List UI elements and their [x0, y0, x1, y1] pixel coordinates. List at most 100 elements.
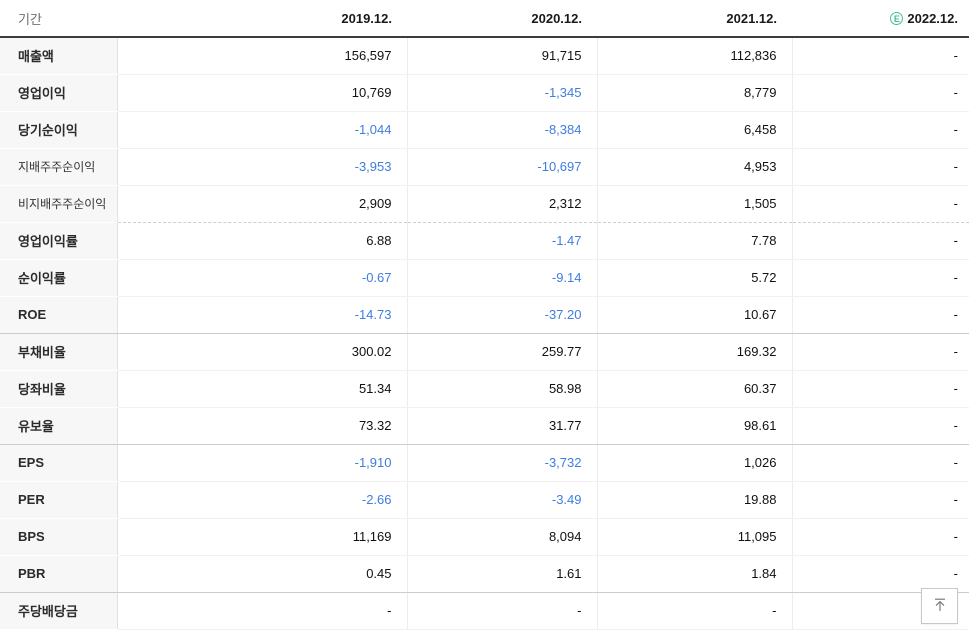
cell-value: 11,169	[117, 518, 407, 556]
cell-value: -	[596, 592, 792, 630]
cell-value: 91,715	[406, 37, 597, 75]
table-row: PBR 0.45 1.61 1.84-	[0, 555, 969, 593]
cell-value: 11,095	[596, 518, 792, 556]
cell-value: 31.77	[406, 407, 597, 445]
row-label: 부채비율	[0, 333, 118, 371]
table-row: 영업이익률 6.88 -1.47 7.78-	[0, 222, 969, 260]
cell-value: -	[791, 370, 969, 408]
cell-value: 10.67	[596, 296, 792, 334]
cell-value: 1,505	[596, 185, 792, 223]
row-label: 당좌비율	[0, 370, 118, 408]
cell-value: -3,732	[406, 444, 597, 482]
row-label: 영업이익률	[0, 222, 118, 260]
cell-value: -	[791, 37, 969, 75]
cell-value: -	[406, 592, 597, 630]
cell-value: -0.67	[117, 259, 407, 297]
year-header-2022-label: 2022.12.	[907, 10, 958, 26]
table-row: EPS -1,910 -3,732 1,026-	[0, 444, 969, 482]
cell-value: -1,044	[117, 111, 407, 149]
year-header-2022: E 2022.12.	[792, 0, 969, 38]
cell-value: -3,953	[117, 148, 407, 186]
cell-value: 2,312	[406, 185, 597, 223]
cell-value: 58.98	[406, 370, 597, 408]
cell-value: 10,769	[117, 74, 407, 112]
cell-value: 8,094	[406, 518, 597, 556]
table-row: 부채비율 300.02 259.77 169.32-	[0, 333, 969, 371]
cell-value: -	[791, 74, 969, 112]
row-label: ROE	[0, 296, 118, 334]
table-row: 매출액 156,597 91,715 112,836-	[0, 37, 969, 75]
cell-value: 112,836	[596, 37, 792, 75]
cell-value: -9.14	[406, 259, 597, 297]
table-row: 순이익률 -0.67 -9.14 5.72-	[0, 259, 969, 297]
row-label: 유보율	[0, 407, 118, 445]
row-label: EPS	[0, 444, 118, 482]
cell-value: 5.72	[596, 259, 792, 297]
cell-value: -2.66	[117, 481, 407, 519]
cell-value: 51.34	[117, 370, 407, 408]
cell-value: 1.61	[406, 555, 597, 593]
year-header-2019: 2019.12.	[117, 0, 407, 38]
year-header-2021: 2021.12.	[597, 0, 792, 38]
cell-value: -37.20	[406, 296, 597, 334]
table-header-row: 기간 2019.12. 2020.12. 2021.12. E 2022.12.	[0, 0, 969, 38]
table-row: PER -2.66 -3.49 19.88-	[0, 481, 969, 519]
cell-value: 98.61	[596, 407, 792, 445]
cell-value: -3.49	[406, 481, 597, 519]
cell-value: 8,779	[596, 74, 792, 112]
row-label: 지배주주순이익	[0, 148, 118, 186]
cell-value: 7.78	[596, 222, 792, 260]
cell-value: -	[791, 518, 969, 556]
row-label: 매출액	[0, 37, 118, 75]
row-label: PER	[0, 481, 118, 519]
cell-value: -	[791, 481, 969, 519]
cell-value: 19.88	[596, 481, 792, 519]
cell-value: -	[791, 259, 969, 297]
scroll-to-top-button[interactable]	[921, 588, 958, 624]
cell-value: -	[791, 296, 969, 334]
cell-value: -1,910	[117, 444, 407, 482]
cell-value: -	[791, 111, 969, 149]
row-label: 영업이익	[0, 74, 118, 112]
cell-value: -	[791, 555, 969, 593]
cell-value: -	[117, 592, 407, 630]
year-header-2020: 2020.12.	[407, 0, 597, 38]
cell-value: 1,026	[596, 444, 792, 482]
table-row: 비지배주주순이익 2,909 2,312 1,505-	[0, 185, 969, 223]
cell-value: 300.02	[117, 333, 407, 371]
table-row: 당기순이익 -1,044 -8,384 6,458-	[0, 111, 969, 149]
financial-table-body: 매출액 156,597 91,715 112,836- 영업이익 10,769 -1,345…	[0, 37, 969, 630]
cell-value: 259.77	[406, 333, 597, 371]
cell-value: 156,597	[117, 37, 407, 75]
table-row: 영업이익 10,769 -1,345 8,779-	[0, 74, 969, 112]
arrow-up-to-bar-icon	[931, 596, 949, 617]
row-label: 비지배주주순이익	[0, 185, 118, 223]
cell-value: 4,953	[596, 148, 792, 186]
cell-value: 60.37	[596, 370, 792, 408]
row-label: PBR	[0, 555, 118, 593]
cell-value: 0.45	[117, 555, 407, 593]
cell-value: -	[791, 185, 969, 223]
cell-value: -10,697	[406, 148, 597, 186]
table-row: 유보율 73.32 31.77 98.61-	[0, 407, 969, 445]
cell-value: -	[791, 222, 969, 260]
cell-value: -	[791, 444, 969, 482]
cell-value: -8,384	[406, 111, 597, 149]
period-header: 기간	[0, 0, 117, 38]
row-label: 주당배당금	[0, 592, 118, 630]
table-row: 주당배당금----	[0, 592, 969, 630]
table-row: 지배주주순이익 -3,953 -10,697 4,953-	[0, 148, 969, 186]
row-label: 당기순이익	[0, 111, 118, 149]
cell-value: 1.84	[596, 555, 792, 593]
cell-value: 73.32	[117, 407, 407, 445]
estimate-badge-icon: E	[890, 11, 904, 25]
cell-value: 169.32	[596, 333, 792, 371]
table-row: BPS 11,169 8,094 11,095-	[0, 518, 969, 556]
cell-value: -14.73	[117, 296, 407, 334]
cell-value: 6,458	[596, 111, 792, 149]
table-row: ROE -14.73 -37.20 10.67-	[0, 296, 969, 334]
cell-value: 6.88	[117, 222, 407, 260]
cell-value: -	[791, 333, 969, 371]
